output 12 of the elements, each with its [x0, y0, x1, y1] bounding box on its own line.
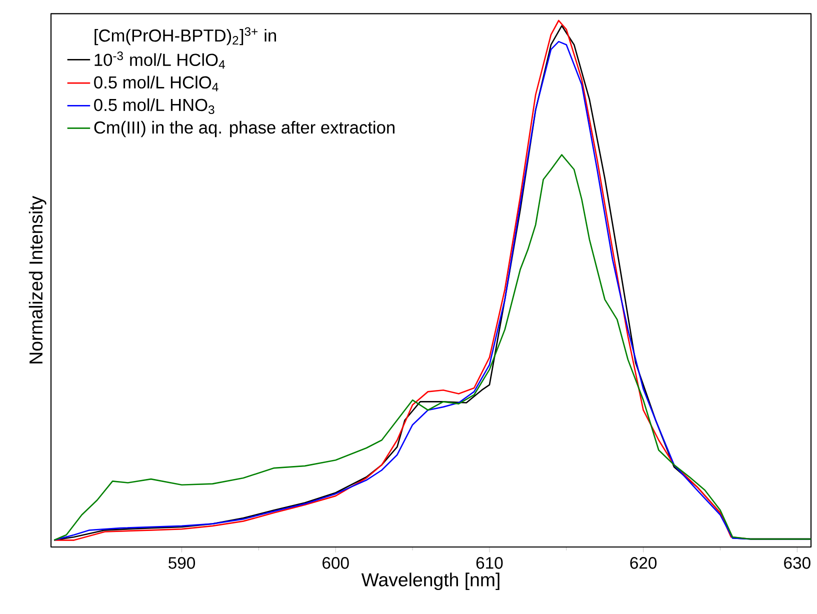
x-tick-label: 610 — [476, 557, 503, 569]
x-tick-label: 620 — [630, 557, 657, 569]
legend-label: 0.5 mol/L HClO$_{4}$ — [94, 76, 218, 92]
x-tick-label: 590 — [168, 557, 196, 569]
legend-label: 0.5 mol/L HNO$_{3}$ — [94, 98, 214, 114]
y-axis-title: Normalized Intensity — [28, 196, 46, 364]
legend-label: Cm(III) in the aq. phase after extraction — [94, 120, 394, 138]
legend-label: 10$^{-3}$ mol/L HClO$_{4}$ — [94, 52, 225, 69]
x-tick-label: 630 — [784, 557, 810, 569]
legend-title: [Cm(PrOH-BPTD)$_{2}$]$^{3+}$ in — [94, 27, 276, 46]
x-axis-title: Wavelength [nm] — [361, 572, 500, 590]
x-tick-label: 600 — [322, 557, 349, 569]
